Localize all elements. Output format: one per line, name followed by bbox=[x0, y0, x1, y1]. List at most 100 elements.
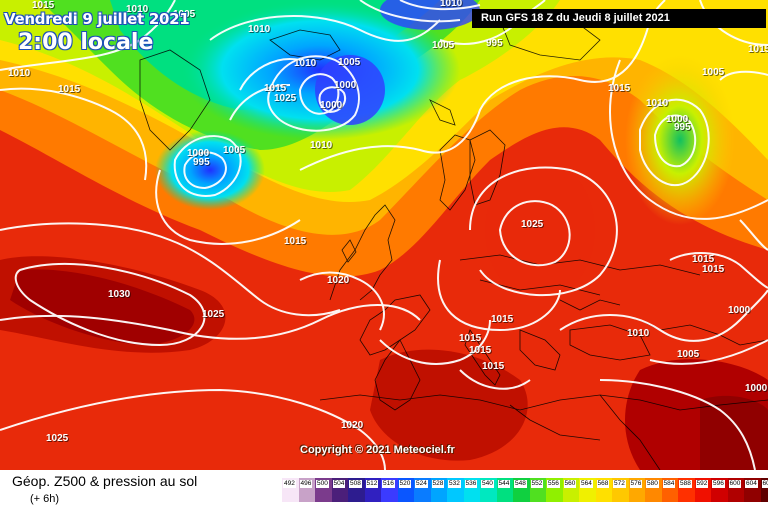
color-scale-label: 572 bbox=[613, 480, 626, 488]
isobar-label: 1015 bbox=[692, 254, 715, 265]
isobar-label: 1010 bbox=[646, 98, 669, 109]
color-scale-cell: 524 bbox=[414, 478, 431, 502]
color-scale-cell: 576 bbox=[628, 478, 645, 502]
color-scale-label: 592 bbox=[695, 480, 709, 488]
color-scale-cell: 552 bbox=[529, 478, 546, 502]
color-scale-cell: 548 bbox=[513, 478, 530, 502]
color-scale-label: 576 bbox=[629, 480, 643, 488]
color-scale-label: 516 bbox=[382, 480, 395, 488]
color-scale-label: 580 bbox=[646, 480, 659, 488]
color-scale-cell: 556 bbox=[546, 478, 563, 502]
color-scale-cell: 572 bbox=[612, 478, 629, 502]
color-scale-cell: 544 bbox=[496, 478, 513, 502]
color-scale-cell: 564 bbox=[579, 478, 596, 502]
isobar-label: 1010 bbox=[310, 140, 333, 151]
color-scale-cell: 568 bbox=[595, 478, 612, 502]
color-scale-label: 588 bbox=[679, 480, 692, 488]
isobar-label: 1010 bbox=[627, 328, 650, 339]
isobar-label: 1015 bbox=[702, 264, 725, 275]
color-scale-label: 536 bbox=[464, 480, 478, 488]
isobar-label: 1010 bbox=[294, 58, 317, 69]
run-info: Run GFS 18 Z du Jeudi 8 juillet 2021 bbox=[472, 9, 766, 28]
isobar-label: 1000 bbox=[187, 148, 210, 159]
color-scale-cell: 520 bbox=[397, 478, 414, 502]
isobar-label: 1000 bbox=[334, 80, 357, 91]
isobar-label: 1015 bbox=[284, 236, 307, 247]
isobar-label: 1005 bbox=[677, 349, 700, 360]
isobar-label: 1010 bbox=[440, 0, 463, 9]
color-scale-label: 568 bbox=[596, 480, 610, 488]
color-scale-label: 500 bbox=[316, 480, 329, 488]
geopotential-field bbox=[0, 0, 768, 470]
color-scale-cell: 500 bbox=[315, 478, 332, 502]
isobar-label: 1030 bbox=[108, 289, 131, 300]
color-scale-label: 584 bbox=[662, 480, 676, 488]
color-scale-cell: 508 bbox=[348, 478, 365, 502]
isobar-label: 995 bbox=[193, 157, 210, 168]
isobar-label: 1005 bbox=[702, 67, 725, 78]
color-scale-cell: 504 bbox=[331, 478, 348, 502]
isobar-label: 1015 bbox=[58, 84, 81, 95]
color-scale-label: 512 bbox=[365, 480, 379, 488]
color-scale-cell: 516 bbox=[381, 478, 398, 502]
color-scale-label: 504 bbox=[332, 480, 346, 488]
isobar-label: 1010 bbox=[248, 24, 271, 35]
isobar-label: 1005 bbox=[432, 40, 455, 51]
color-scale-label: 544 bbox=[497, 480, 511, 488]
color-scale-label: 608 bbox=[761, 480, 768, 488]
color-scale-cell: 588 bbox=[678, 478, 695, 502]
isobar-label: 1010 bbox=[126, 4, 149, 15]
color-scale-cell: 512 bbox=[364, 478, 381, 502]
copyright-notice: Copyright © 2021 Meteociel.fr bbox=[300, 444, 455, 456]
color-scale-cell: 540 bbox=[480, 478, 497, 502]
isobar-label: 1025 bbox=[274, 93, 297, 104]
isobar-label: 1005 bbox=[223, 145, 246, 156]
isobar-label: 1015 bbox=[748, 44, 768, 55]
color-scale-cell: 536 bbox=[463, 478, 480, 502]
isobar-label: 1025 bbox=[202, 309, 225, 320]
color-scale-cell: 532 bbox=[447, 478, 464, 502]
color-scale-label: 556 bbox=[547, 480, 560, 488]
color-scale-cell: 496 bbox=[298, 478, 315, 502]
legend-title: Géop. Z500 & pression au sol bbox=[12, 473, 198, 489]
color-scale-label: 596 bbox=[712, 480, 725, 488]
color-scale-label: 492 bbox=[283, 480, 296, 488]
isobar-label: 1015 bbox=[32, 0, 55, 11]
color-scale-label: 520 bbox=[398, 480, 412, 488]
forecast-date: Vendredi 9 juillet 2021 bbox=[4, 10, 190, 28]
color-scale: 492 496 500 504 508 512 516 520 524 528 532 536 540 5… bbox=[282, 478, 768, 502]
isobar-label: 1025 bbox=[521, 219, 544, 230]
isobar-label: 1015 bbox=[264, 83, 287, 94]
isobar-label: 1015 bbox=[469, 345, 492, 356]
color-scale-label: 604 bbox=[745, 480, 758, 488]
isobar-label: 1020 bbox=[341, 420, 364, 431]
color-scale-label: 560 bbox=[563, 480, 577, 488]
isobar-label: 1015 bbox=[491, 314, 514, 325]
isobar-label: 1000 bbox=[728, 305, 751, 316]
legend-bar: Géop. Z500 & pression au sol (+ 6h) 492 4… bbox=[0, 470, 768, 512]
color-scale-label: 564 bbox=[580, 480, 593, 488]
isobar-label: 1015 bbox=[608, 83, 631, 94]
isobar-label: 1010 bbox=[8, 68, 31, 79]
color-scale-label: 524 bbox=[415, 480, 428, 488]
color-scale-label: 496 bbox=[299, 480, 313, 488]
color-scale-label: 528 bbox=[431, 480, 445, 488]
isobar-label: 1000 bbox=[745, 383, 768, 394]
isobar-label: 1015 bbox=[459, 333, 482, 344]
isobar-label: 1000 bbox=[666, 114, 689, 125]
color-scale-label: 540 bbox=[481, 480, 494, 488]
isobar-label: 1005 bbox=[338, 57, 361, 68]
isobar-label: 1005 bbox=[173, 9, 196, 20]
legend-subtitle: (+ 6h) bbox=[30, 493, 60, 505]
color-scale-cell: 596 bbox=[711, 478, 728, 502]
color-scale-cell: 584 bbox=[661, 478, 678, 502]
color-scale-label: 552 bbox=[530, 480, 544, 488]
color-scale-cell: 608 bbox=[760, 478, 768, 502]
color-scale-label: 532 bbox=[448, 480, 461, 488]
color-scale-label: 508 bbox=[349, 480, 362, 488]
color-scale-label: 600 bbox=[728, 480, 742, 488]
color-scale-cell: 560 bbox=[562, 478, 579, 502]
color-scale-cell: 600 bbox=[727, 478, 744, 502]
isobar-label: 995 bbox=[486, 38, 503, 49]
